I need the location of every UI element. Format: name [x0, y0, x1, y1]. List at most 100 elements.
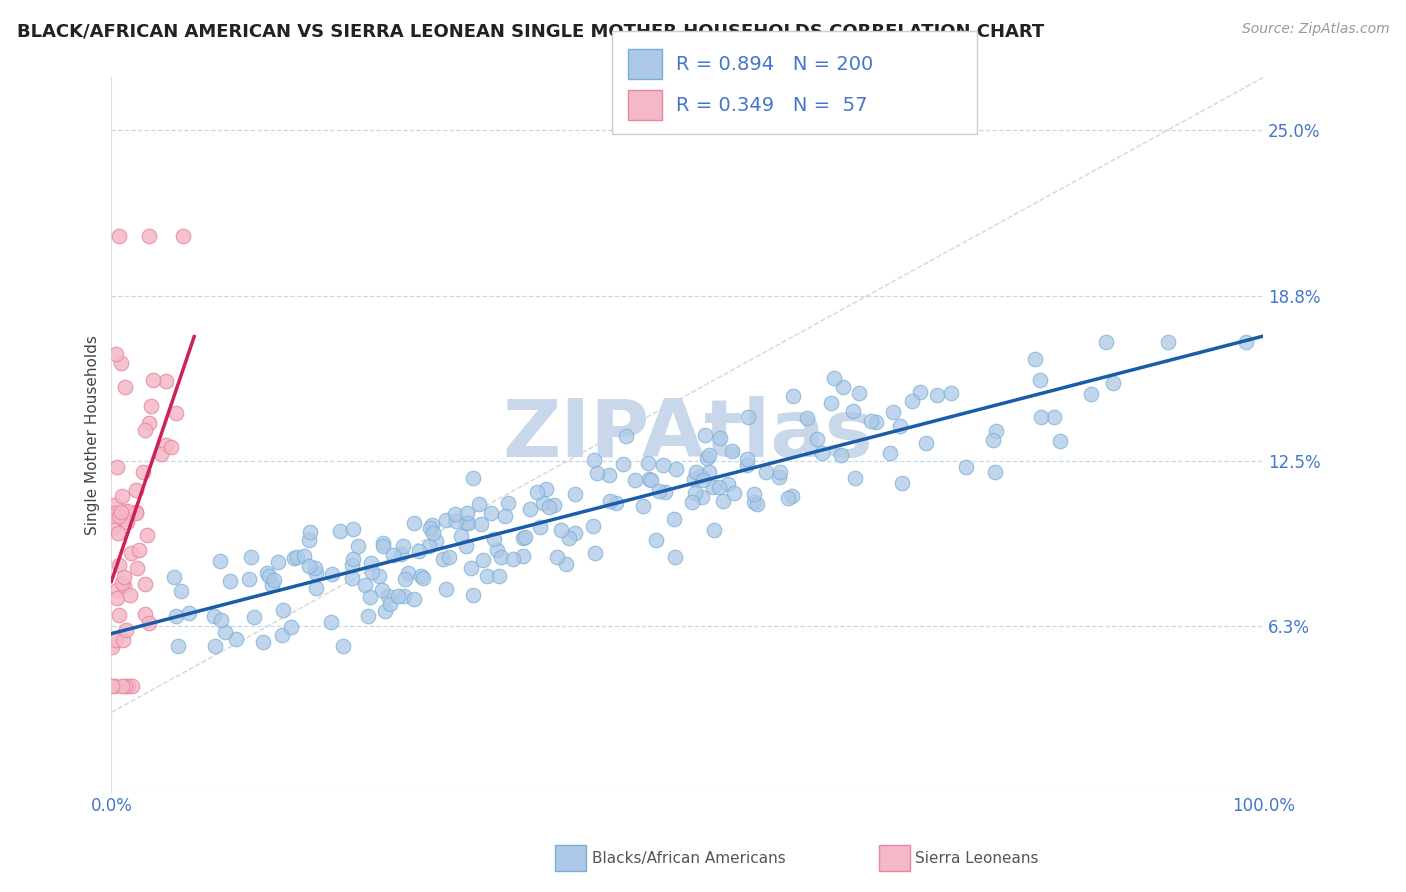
Point [486, 543, 509, 558]
Point [172, 229, 194, 244]
Point [342, 523, 364, 537]
Point [105, 591, 128, 606]
Point [891, 475, 914, 490]
Point [105, 347, 128, 361]
Point [624, 473, 647, 487]
Point [179, 606, 201, 620]
Point [711, 494, 734, 508]
Point [120, 546, 142, 560]
Point [780, 489, 803, 503]
Point [404, 591, 426, 606]
Point [637, 456, 659, 470]
Point [304, 566, 326, 580]
Point [519, 501, 541, 516]
Point [479, 506, 502, 520]
Point [104, 498, 127, 512]
Point [1031, 409, 1053, 424]
Point [105, 583, 128, 598]
Point [697, 448, 720, 462]
Point [108, 608, 131, 623]
Point [439, 550, 461, 565]
Point [637, 472, 659, 486]
Point [112, 579, 135, 593]
Point [755, 466, 778, 480]
Point [737, 409, 759, 424]
Point [531, 496, 554, 510]
Point [550, 524, 572, 538]
Point [1102, 376, 1125, 391]
Point [280, 620, 302, 634]
Point [696, 451, 718, 466]
Point [697, 465, 720, 479]
Point [599, 494, 621, 508]
Point [860, 414, 883, 428]
Point [558, 531, 581, 545]
Point [690, 468, 713, 483]
Point [394, 590, 416, 604]
Point [488, 569, 510, 583]
Point [374, 604, 396, 618]
Point [125, 505, 148, 519]
Point [1157, 334, 1180, 349]
Point [134, 607, 156, 622]
Point [832, 380, 855, 394]
Point [373, 536, 395, 550]
Point [564, 525, 586, 540]
Point [271, 628, 294, 642]
Point [654, 484, 676, 499]
Point [329, 524, 352, 538]
Point [100, 509, 122, 524]
Point [287, 550, 309, 565]
Point [389, 547, 412, 561]
Point [107, 229, 129, 244]
Point [110, 505, 132, 519]
Point [124, 506, 146, 520]
Point [811, 446, 834, 460]
Point [598, 468, 620, 483]
Point [304, 561, 326, 575]
Point [105, 632, 128, 647]
Point [117, 516, 139, 530]
Point [163, 570, 186, 584]
Point [482, 532, 505, 546]
Point [614, 429, 637, 443]
Point [240, 550, 263, 565]
Point [252, 635, 274, 649]
Y-axis label: Single Mother Households: Single Mother Households [86, 334, 100, 534]
Point [744, 495, 766, 509]
Point [460, 561, 482, 575]
Point [111, 576, 134, 591]
Point [984, 424, 1007, 438]
Point [526, 484, 548, 499]
Point [546, 549, 568, 564]
Point [555, 557, 578, 571]
Point [695, 428, 717, 442]
Point [955, 460, 977, 475]
Point [243, 609, 266, 624]
Point [432, 552, 454, 566]
Point [612, 457, 634, 471]
Point [412, 571, 434, 585]
Point [256, 566, 278, 580]
Point [470, 517, 492, 532]
Point [367, 569, 389, 583]
Point [475, 569, 498, 583]
Point [769, 466, 792, 480]
Point [534, 482, 557, 496]
Point [664, 550, 686, 565]
Point [1049, 434, 1071, 449]
Point [165, 406, 187, 420]
Point [117, 679, 139, 693]
Point [108, 558, 131, 573]
Point [1095, 334, 1118, 349]
Point [1080, 387, 1102, 401]
Point [136, 528, 159, 542]
Point [512, 531, 534, 545]
Point [271, 603, 294, 617]
Point [640, 473, 662, 487]
Point [737, 458, 759, 473]
Point [360, 556, 382, 570]
Point [454, 516, 477, 530]
Point [683, 472, 706, 486]
Point [100, 640, 122, 654]
